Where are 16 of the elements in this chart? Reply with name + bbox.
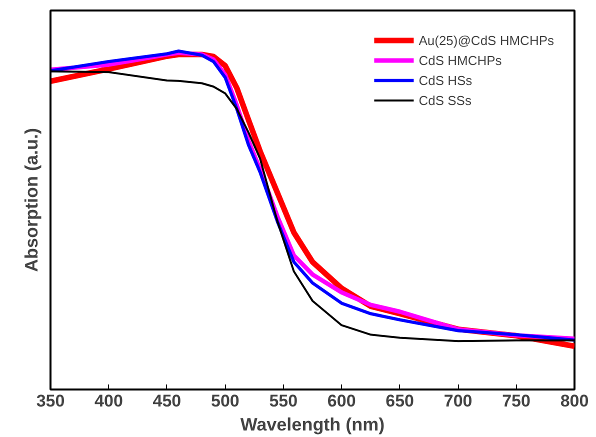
x-tick-label: 450 [152,392,182,410]
legend-label: CdS SSs [418,92,472,108]
legend-label: Au(25)@CdS HMCHPs [418,32,554,48]
x-tick-label: 350 [36,392,65,410]
x-tick-label: 750 [502,392,530,410]
x-tick-label: 800 [560,392,589,410]
legend-label: CdS HSs [418,72,472,88]
legend-label: CdS HMCHPs [418,52,502,68]
x-tick-label: 600 [327,392,356,410]
x-tick-label: 400 [94,392,123,410]
x-tick-label: 700 [444,392,472,410]
x-tick-label: 500 [210,392,240,410]
x-axis-title: Wavelength (nm) [240,414,385,434]
y-axis-title: Absorption (a.u.) [22,128,42,272]
x-tick-label: 650 [386,392,414,410]
x-tick-label: 550 [269,392,298,410]
